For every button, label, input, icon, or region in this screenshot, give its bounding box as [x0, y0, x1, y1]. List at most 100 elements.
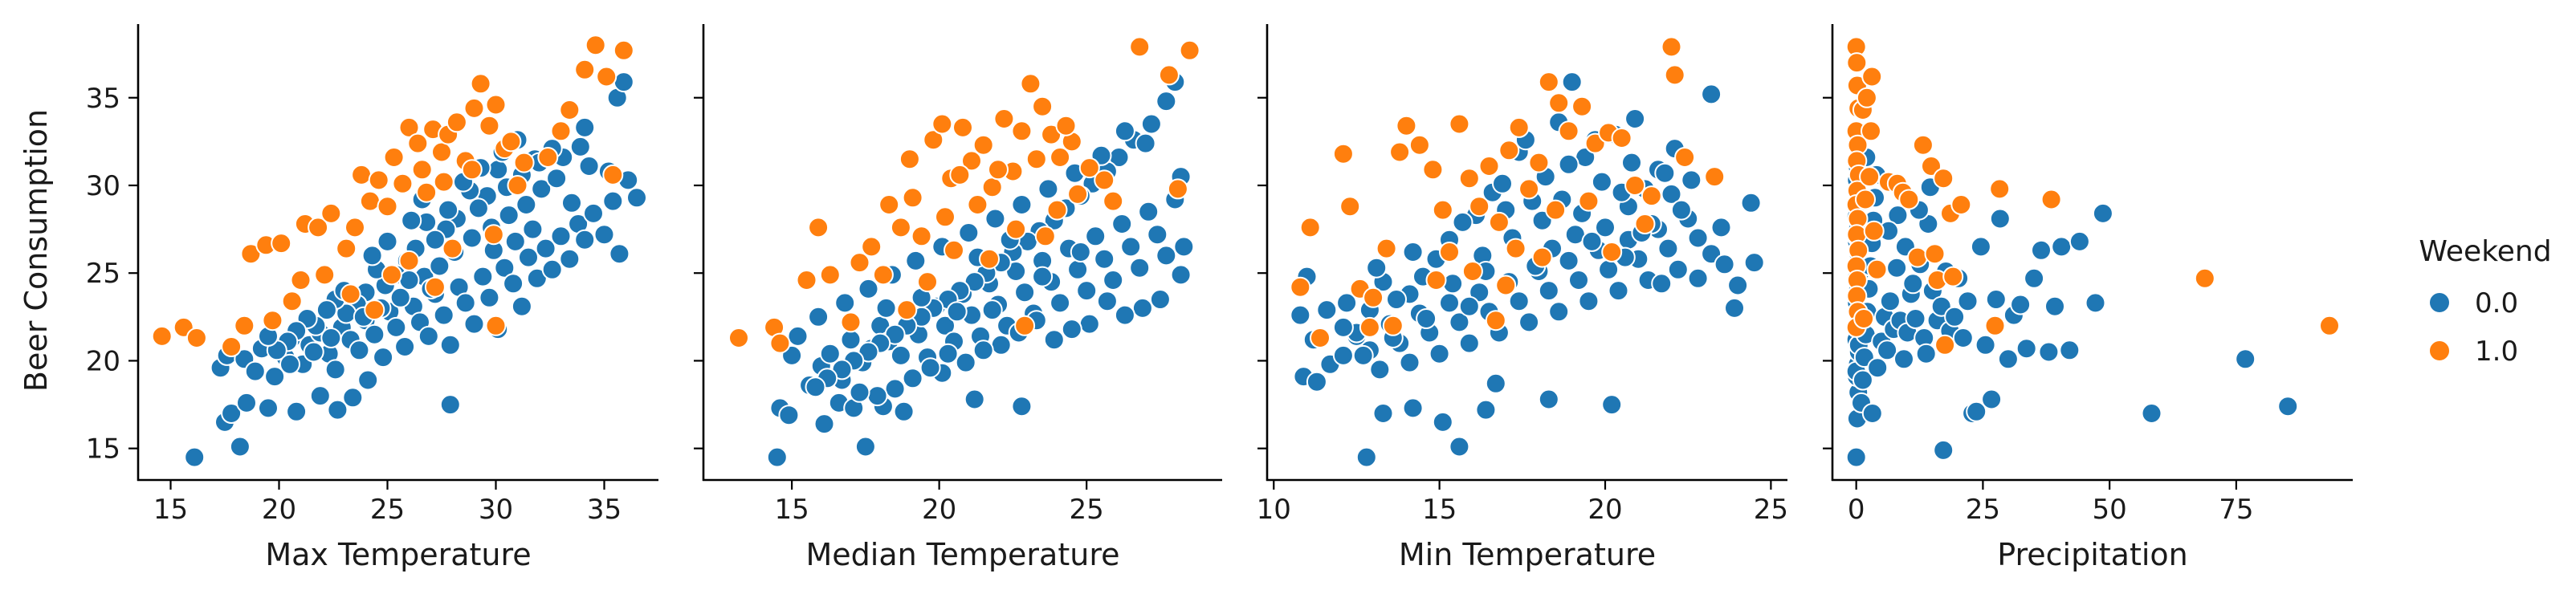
point-weekday	[964, 388, 985, 410]
point-weekday	[854, 436, 876, 458]
point-weekday	[424, 229, 446, 250]
point-weekend	[1907, 246, 1928, 268]
point-weekend	[849, 252, 870, 274]
point-weekend	[1050, 147, 1071, 168]
x-tick-label: 30	[479, 494, 513, 526]
point-weekday	[1439, 292, 1460, 314]
facet-panels: 15 20 25 30 35 15 20 25 30 35 Max Temperature 15 20 2…	[86, 24, 2353, 572]
point-weekday	[373, 347, 394, 368]
point-weekend	[185, 327, 207, 348]
point-weekday	[1386, 289, 1407, 310]
point-weekend	[461, 159, 483, 181]
point-weekday	[1402, 242, 1424, 262]
point-weekday	[1032, 266, 1054, 287]
point-weekday	[1429, 343, 1450, 364]
point-weekday	[1667, 258, 1689, 280]
point-weekday	[522, 218, 544, 240]
point-weekday	[866, 385, 888, 407]
point-weekend	[1485, 310, 1506, 332]
point-weekday	[593, 224, 615, 246]
x-axis-label: Precipitation	[1997, 537, 2188, 572]
point-weekend	[398, 250, 420, 271]
point-weekend	[513, 152, 535, 173]
point-weekend	[613, 39, 634, 61]
point-weekend	[2194, 267, 2215, 289]
point-weekday	[398, 270, 420, 291]
point-weekday	[875, 297, 897, 319]
point-weekday	[309, 385, 331, 407]
point-weekday	[1915, 343, 1937, 364]
point-weekend	[917, 271, 938, 293]
point-weekend	[769, 332, 791, 354]
point-weekday	[1651, 273, 1673, 295]
point-weekday	[479, 287, 500, 308]
point-weekday	[1538, 280, 1559, 302]
point-weekday	[1740, 192, 1762, 214]
point-weekday	[574, 116, 596, 138]
point-weekend	[819, 264, 841, 286]
point-weekday	[1997, 348, 2019, 370]
point-weekday	[1336, 292, 1358, 314]
point-weekend	[1861, 120, 1881, 142]
point-weekday	[1578, 291, 1600, 312]
point-weekday	[1402, 397, 1424, 419]
point-weekday	[937, 343, 959, 364]
point-weekend	[1855, 189, 1876, 210]
point-weekday	[1147, 224, 1168, 246]
point-weekday	[487, 159, 509, 181]
point-weekend	[1912, 134, 1934, 156]
point-weekday	[221, 403, 243, 424]
point-weekend	[1934, 334, 1956, 356]
point-weekend	[485, 94, 507, 116]
point-weekday	[990, 334, 1012, 356]
facet-panel-3: 10 15 20 25 Min Temperature	[1257, 24, 1788, 572]
point-weekend	[972, 134, 994, 156]
point-weekday	[264, 366, 286, 388]
point-weekend	[1158, 64, 1180, 86]
point-weekend	[1856, 87, 1877, 108]
point-weekend	[431, 141, 452, 163]
point-weekday	[1103, 270, 1124, 291]
point-weekday	[1981, 388, 2003, 410]
point-weekend	[411, 159, 433, 181]
point-weekday	[504, 230, 526, 252]
point-weekday	[1581, 230, 1603, 252]
point-weekday	[1061, 319, 1082, 340]
point-weekend	[1046, 199, 1068, 221]
point-weekday	[813, 413, 835, 435]
point-weekday	[429, 255, 450, 277]
point-weekday	[1120, 236, 1142, 258]
point-weekday	[279, 353, 300, 375]
point-weekday	[1591, 171, 1612, 193]
point-weekend	[1538, 71, 1559, 93]
legend: Weekend 0.0 1.0	[2419, 235, 2551, 368]
point-weekday	[919, 357, 941, 379]
point-weekday	[1011, 396, 1033, 417]
point-weekday	[546, 168, 568, 189]
point-weekend	[1469, 196, 1490, 218]
point-weekday	[1624, 108, 1646, 129]
point-weekend	[383, 147, 405, 168]
point-weekend	[1290, 276, 1311, 298]
point-weekday	[1094, 248, 1115, 270]
x-tick-label: 15	[774, 494, 809, 526]
point-weekday	[1076, 280, 1098, 302]
point-weekday	[805, 376, 826, 398]
point-weekend	[1299, 217, 1321, 238]
point-weekday	[778, 405, 800, 426]
point-weekend	[336, 238, 357, 259]
point-weekday	[511, 295, 532, 317]
point-weekday	[1352, 344, 1374, 366]
scatter-points	[1290, 36, 1765, 468]
point-weekend	[1528, 152, 1550, 173]
point-weekend	[368, 169, 389, 191]
point-weekday	[1458, 295, 1480, 317]
point-weekend	[1518, 178, 1540, 200]
point-weekday	[1332, 316, 1354, 338]
point-weekday	[2024, 267, 2045, 289]
facet-panel-4: 0 25 50 75 Precipitation	[1823, 24, 2353, 572]
y-tick-label: 35	[86, 83, 120, 115]
point-weekend	[381, 264, 402, 286]
point-weekday	[935, 315, 956, 336]
point-weekday	[303, 341, 324, 363]
